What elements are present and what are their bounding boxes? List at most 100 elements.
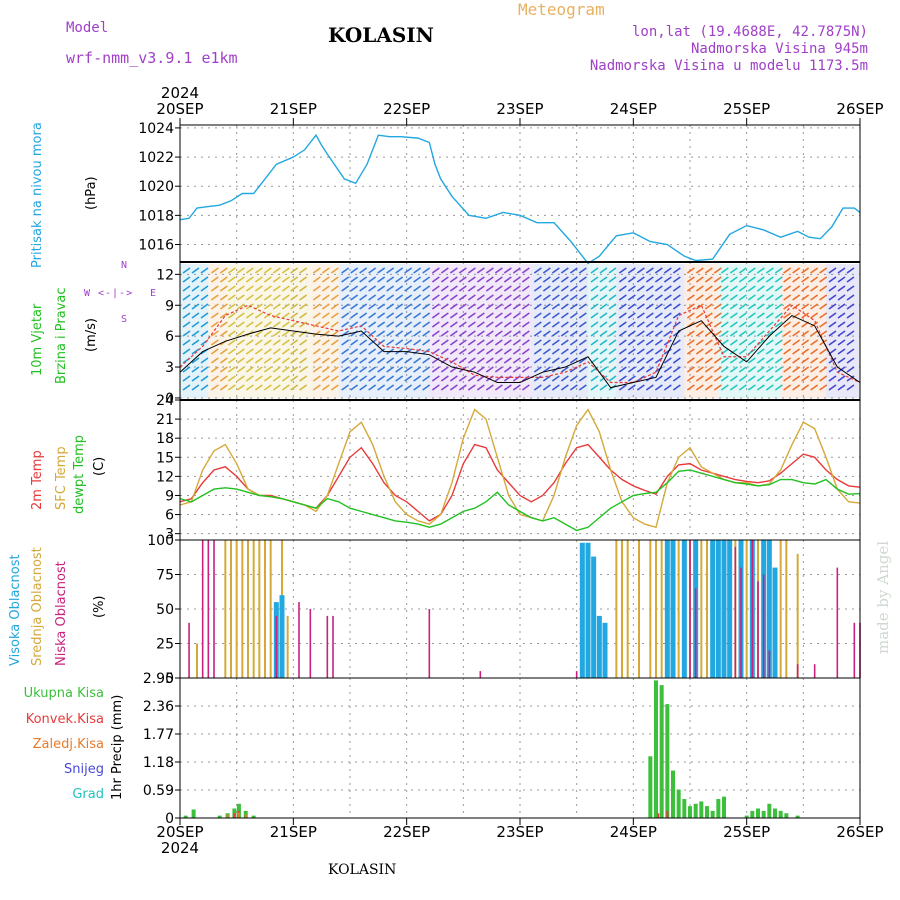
- wind-arrow: [191, 276, 200, 283]
- wind-arrow: [636, 339, 645, 346]
- wind-arrow: [738, 276, 747, 283]
- wind-arrow: [542, 294, 551, 301]
- wind-arrow: [542, 339, 551, 346]
- wind-arrow: [792, 285, 801, 292]
- wind-arrow: [330, 321, 339, 328]
- wind-arrow: [254, 339, 263, 346]
- wind-arrow: [485, 339, 494, 346]
- wind-arrow: [476, 267, 485, 274]
- wind-arrow: [290, 267, 299, 274]
- wind-arrow: [245, 294, 254, 301]
- wind-arrow: [654, 294, 663, 301]
- wind-arrow: [467, 330, 476, 337]
- wind-arrow: [590, 285, 599, 292]
- precip-bar-total: [699, 801, 704, 818]
- wind-arrow: [227, 267, 236, 274]
- wind-arrow: [245, 312, 254, 319]
- wind-arrow: [774, 357, 783, 364]
- wind-arrow: [738, 321, 747, 328]
- wind-arrow: [765, 330, 774, 337]
- wind-arrow: [254, 267, 263, 274]
- wind-arrow: [729, 357, 738, 364]
- wind-arrow: [713, 303, 722, 310]
- cloud-bar-mid: [649, 540, 652, 678]
- precip-bar-convective: [666, 810, 669, 818]
- wind-arrow: [422, 330, 431, 337]
- wind-arrow: [299, 276, 308, 283]
- wind-arrow: [801, 285, 810, 292]
- wind-arrow: [738, 294, 747, 301]
- wind-arrow: [521, 330, 530, 337]
- wind-arrow: [350, 339, 359, 346]
- wind-arrow: [645, 366, 654, 373]
- wind-arrow: [729, 303, 738, 310]
- wind-arrow: [569, 384, 578, 391]
- wind-arrow: [431, 303, 440, 310]
- wind-arrow: [245, 384, 254, 391]
- cloud-bar-high: [585, 542, 591, 678]
- wind-arrow: [569, 267, 578, 274]
- wind-arrow: [672, 348, 681, 355]
- wind-arrow: [263, 276, 272, 283]
- wind-arrow: [272, 348, 281, 355]
- wind-arrow: [542, 375, 551, 382]
- date-label-top: 23SEP: [496, 100, 543, 118]
- wind-arrow: [542, 267, 551, 274]
- wind-arrow: [720, 330, 729, 337]
- wind-arrow: [359, 294, 368, 301]
- wind-arrow: [404, 330, 413, 337]
- wind-arrow: [350, 285, 359, 292]
- wind-arrow: [512, 312, 521, 319]
- wind-ytick-label: 12: [156, 267, 174, 283]
- wind-arrow: [747, 321, 756, 328]
- precip-bar-total: [217, 815, 222, 818]
- wind-arrow: [476, 312, 485, 319]
- wind-arrow: [368, 339, 377, 346]
- wind-arrow: [494, 348, 503, 355]
- wind-arrow: [738, 384, 747, 391]
- wind-arrow: [837, 321, 846, 328]
- wind-arrow: [801, 357, 810, 364]
- wind-arrow: [765, 384, 774, 391]
- wind-ytick-label: 6: [165, 329, 174, 345]
- wind-arrow: [413, 312, 422, 319]
- precip-ytick-label: 0.59: [143, 783, 174, 799]
- wind-arrow: [321, 366, 330, 373]
- wind-arrow: [560, 375, 569, 382]
- wind-arrow: [720, 357, 729, 364]
- wind-arrow: [368, 348, 377, 355]
- wind-arrow: [440, 312, 449, 319]
- wind-arrow: [783, 285, 792, 292]
- wind-arrow: [828, 276, 837, 283]
- wind-arrow: [672, 321, 681, 328]
- wind-arrow: [458, 285, 467, 292]
- wind-arrow: [512, 285, 521, 292]
- wind-arrow: [792, 339, 801, 346]
- cloud-bar-mid: [258, 540, 261, 678]
- compass-south: S: [121, 314, 128, 325]
- cloud-bar-low: [796, 664, 799, 678]
- wind-arrow: [200, 285, 209, 292]
- wind-arrow: [627, 330, 636, 337]
- wind-arrow: [485, 366, 494, 373]
- wind-arrow: [590, 366, 599, 373]
- wind-arrow: [440, 348, 449, 355]
- wind-arrow: [695, 384, 704, 391]
- wind-arrow: [846, 303, 855, 310]
- wind-arrow: [713, 294, 722, 301]
- wind-arrow: [254, 285, 263, 292]
- wind-arrow: [290, 357, 299, 364]
- wind-arrow: [819, 348, 828, 355]
- wind-arrow: [801, 276, 810, 283]
- wind-arrow: [695, 267, 704, 274]
- precip-bar-total: [750, 810, 755, 818]
- wind-arrow: [254, 330, 263, 337]
- wind-arrow: [729, 267, 738, 274]
- wind-arrow: [312, 294, 321, 301]
- wind-arrow: [254, 384, 263, 391]
- wind-arrow: [321, 267, 330, 274]
- wind-arrow: [599, 294, 608, 301]
- wind-arrow: [413, 384, 422, 391]
- wind-arrow: [542, 384, 551, 391]
- wind-arrow: [569, 375, 578, 382]
